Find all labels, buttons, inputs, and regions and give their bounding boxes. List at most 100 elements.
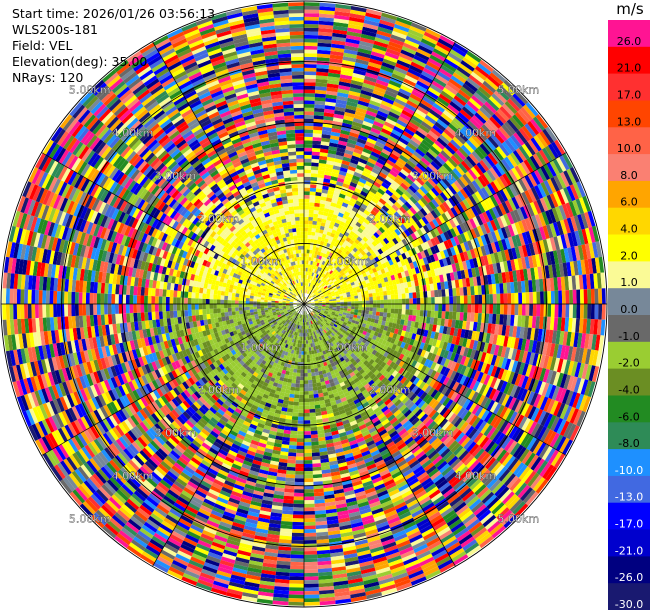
velocity-gate — [431, 51, 446, 62]
velocity-gate — [316, 184, 323, 190]
velocity-gate — [511, 235, 519, 248]
velocity-gate — [288, 601, 304, 606]
velocity-gate — [430, 105, 443, 116]
velocity-gate — [518, 127, 531, 142]
velocity-gate — [571, 275, 577, 290]
velocity-gate — [483, 233, 491, 245]
velocity-gate — [548, 143, 560, 159]
velocity-gate — [306, 351, 310, 355]
velocity-gate — [555, 263, 561, 278]
velocity-gate — [331, 277, 336, 282]
velocity-gate — [318, 304, 323, 306]
velocity-gate — [372, 267, 378, 273]
velocity-gate — [367, 274, 372, 280]
velocity-gate — [308, 253, 312, 258]
velocity-gate — [404, 287, 409, 294]
velocity-gate — [378, 155, 388, 163]
velocity-gate — [500, 215, 508, 228]
velocity-gate — [570, 246, 577, 262]
velocity-gate — [524, 141, 536, 156]
velocity-gate — [368, 58, 383, 66]
velocity-gate — [309, 296, 313, 300]
velocity-gate — [316, 278, 320, 283]
velocity-gate — [378, 107, 390, 115]
velocity-gate — [391, 149, 401, 158]
velocity-gate — [318, 267, 323, 272]
velocity-gate — [500, 293, 504, 304]
velocity-gate — [320, 295, 325, 298]
velocity-gate — [354, 295, 359, 299]
velocity-gate — [351, 227, 358, 234]
velocity-gate — [376, 300, 381, 304]
velocity-gate — [481, 294, 486, 304]
velocity-gate — [293, 496, 304, 501]
velocity-gate — [414, 201, 423, 211]
velocity-gate — [404, 176, 414, 186]
velocity-gate — [310, 173, 318, 178]
velocity-gate — [549, 223, 557, 238]
velocity-gate — [578, 274, 584, 290]
velocity-gate — [385, 254, 392, 262]
velocity-gate — [304, 547, 317, 552]
velocity-gate — [368, 237, 375, 244]
velocity-gate — [592, 225, 600, 242]
velocity-gate — [304, 16, 319, 21]
velocity-gate — [524, 256, 531, 269]
velocity-gate — [387, 299, 392, 304]
velocity-gate — [419, 258, 425, 266]
velocity-gate — [313, 210, 319, 215]
velocity-gate — [392, 237, 399, 245]
velocity-gate — [410, 232, 418, 241]
velocity-gate — [343, 115, 354, 122]
velocity-gate — [364, 15, 381, 23]
velocity-gate — [429, 83, 443, 94]
velocity-gate — [338, 84, 351, 91]
velocity-gate — [333, 21, 349, 28]
velocity-gate — [393, 221, 401, 229]
velocity-gate — [554, 304, 559, 318]
velocity-gate — [359, 224, 366, 231]
velocity-gate — [435, 170, 445, 180]
velocity-gate — [476, 145, 488, 158]
velocity-gate — [306, 290, 309, 294]
velocity-gate — [314, 304, 319, 306]
velocity-gate — [327, 153, 336, 159]
velocity-gate — [448, 157, 458, 168]
velocity-gate — [465, 197, 474, 208]
velocity-gate — [300, 376, 304, 381]
velocity-gate — [376, 158, 386, 166]
velocity-gate — [410, 154, 421, 163]
velocity-gate — [376, 296, 381, 301]
velocity-gate — [316, 71, 329, 77]
velocity-gate — [458, 261, 464, 271]
velocity-gate — [370, 209, 378, 217]
velocity-gate — [491, 69, 506, 83]
velocity-gate — [400, 223, 407, 232]
velocity-gate — [486, 118, 499, 132]
velocity-gate — [323, 178, 331, 184]
velocity-gate — [291, 536, 304, 541]
velocity-gate — [410, 136, 422, 146]
velocity-gate — [549, 251, 556, 265]
velocity-gate — [521, 232, 529, 245]
velocity-gate — [401, 109, 414, 119]
velocity-gate — [576, 304, 581, 319]
velocity-gate — [465, 277, 471, 287]
velocity-gate — [365, 180, 374, 188]
velocity-gate — [408, 309, 413, 316]
velocity-gate — [328, 65, 342, 71]
velocity-gate — [546, 162, 557, 177]
velocity-gate — [354, 301, 359, 304]
velocity-gate — [477, 285, 482, 295]
velocity-gate — [362, 82, 375, 90]
velocity-gate — [338, 140, 348, 146]
velocity-gate — [417, 77, 432, 87]
velocity-gate — [351, 194, 359, 201]
velocity-gate — [342, 258, 348, 263]
velocity-gate — [321, 189, 329, 194]
velocity-gate — [445, 288, 450, 297]
velocity-gate — [434, 74, 449, 85]
velocity-gate — [309, 187, 317, 192]
velocity-gate — [304, 129, 314, 134]
velocity-gate — [309, 354, 313, 359]
